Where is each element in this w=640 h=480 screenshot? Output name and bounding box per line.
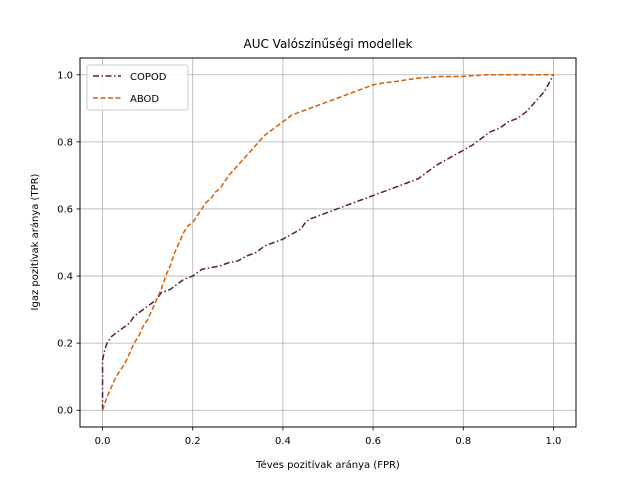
x-tick-label: 0.0 [95, 436, 111, 447]
grid [80, 58, 576, 427]
x-tick-label: 1.0 [546, 436, 562, 447]
ticks: 0.0 0.2 0.4 0.6 0.8 1.0 0.0 0.2 0.4 0.6 0.8 1.0 [57, 70, 561, 447]
x-tick-label: 0.8 [455, 436, 471, 447]
x-axis-label: Téves pozitívak aránya (FPR) [255, 459, 400, 471]
legend-label: COPOD [130, 72, 167, 83]
y-tick-label: 1.0 [57, 70, 73, 81]
x-tick-label: 0.2 [185, 436, 201, 447]
series-line-copod [101, 74, 555, 411]
y-tick-label: 0.0 [57, 406, 73, 417]
legend: COPOD ABOD [86, 64, 189, 111]
axes-frame [79, 57, 577, 428]
y-axis-label: Igaz pozitívak aránya (TPR) [29, 173, 41, 310]
x-tick-label: 0.4 [275, 436, 291, 447]
series-line-abod [101, 74, 554, 411]
x-tick-label: 0.6 [365, 436, 381, 447]
series-layer [101, 74, 555, 411]
y-tick-label: 0.6 [57, 204, 73, 215]
chart-title: AUC Valószínűségi modellek [243, 37, 412, 51]
y-tick-label: 0.2 [57, 339, 73, 350]
y-tick-label: 0.8 [57, 137, 73, 148]
y-tick-label: 0.4 [57, 272, 73, 283]
legend-label: ABOD [130, 94, 159, 105]
